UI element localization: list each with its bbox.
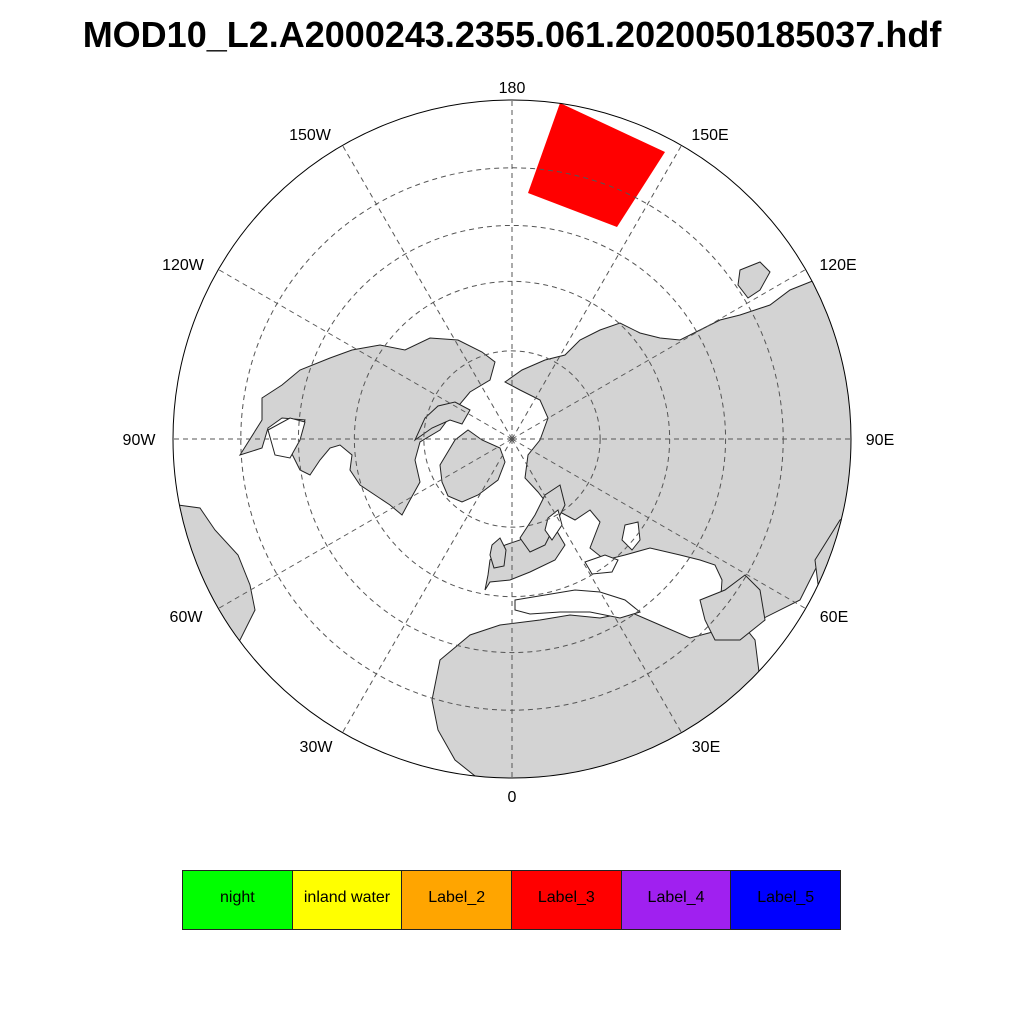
lon-label-30w: 30W: [300, 739, 334, 756]
latitude-circle: [297, 224, 727, 654]
longitude-labels: 0 30E 60E 90E 120E 150E 180 150W 120W 90…: [123, 80, 895, 806]
mediterranean-sea: [514, 589, 642, 619]
meridian-line: [511, 145, 682, 440]
map-border: [172, 99, 852, 779]
map-title: MOD10_L2.A2000243.2355.061.2020050185037…: [82, 14, 942, 55]
meridian-line: [511, 438, 682, 733]
legend-swatch-label-3: Label_3: [512, 871, 622, 929]
latitude-circle: [423, 350, 601, 528]
legend-swatch-label-4: Label_4: [621, 871, 732, 929]
legend-bar: night inland water Label_2 Label_3 Label…: [182, 870, 841, 930]
legend-label: Label_2: [428, 889, 486, 906]
legend-label: Label_3: [537, 889, 595, 906]
hudson-bay: [267, 417, 306, 459]
lon-label-150w: 150W: [289, 127, 332, 144]
british-isles: [489, 537, 507, 569]
north-america-landmass: [238, 337, 496, 516]
lon-label-30e: 30E: [692, 739, 720, 756]
scandinavia-landmass: [519, 484, 566, 553]
arctic-islands: [413, 401, 471, 442]
africa-landmass: [431, 611, 761, 778]
legend-label: Label_5: [757, 889, 815, 906]
legend-label: Label_4: [647, 889, 705, 906]
legend-swatch-label-5: Label_5: [731, 871, 841, 929]
lon-label-120e: 120E: [819, 257, 856, 274]
meridian-line: [511, 269, 806, 440]
arabia-landmass: [699, 574, 766, 641]
lon-label-150e: 150E: [691, 127, 728, 144]
meridian-line: [218, 438, 513, 609]
lon-label-60e: 60E: [820, 609, 848, 626]
lon-label-180: 180: [499, 80, 526, 97]
lon-label-0: 0: [508, 789, 517, 806]
red-swath: [528, 103, 665, 227]
lon-label-120w: 120W: [162, 257, 205, 274]
meridian-line: [511, 438, 806, 609]
black-sea: [584, 554, 619, 575]
kamchatka-landmass: [737, 261, 771, 299]
legend-label: night: [219, 889, 255, 906]
legend-label: inland water: [303, 889, 391, 906]
meridian-line: [342, 145, 513, 440]
legend-swatch-label-2: Label_2: [402, 871, 513, 929]
lon-label-90w: 90W: [123, 432, 157, 449]
lon-label-90e: 90E: [866, 432, 894, 449]
meridian-line: [218, 269, 513, 440]
lon-label-60w: 60W: [170, 609, 204, 626]
caspian-sea: [621, 521, 641, 551]
legend-swatch-inland-water: inland water: [292, 871, 403, 929]
graticule: [173, 100, 851, 778]
meridian-line: [342, 438, 513, 733]
landmasses: [177, 261, 851, 778]
greenland-landmass: [439, 429, 506, 503]
legend-swatch-night: night: [183, 871, 293, 929]
